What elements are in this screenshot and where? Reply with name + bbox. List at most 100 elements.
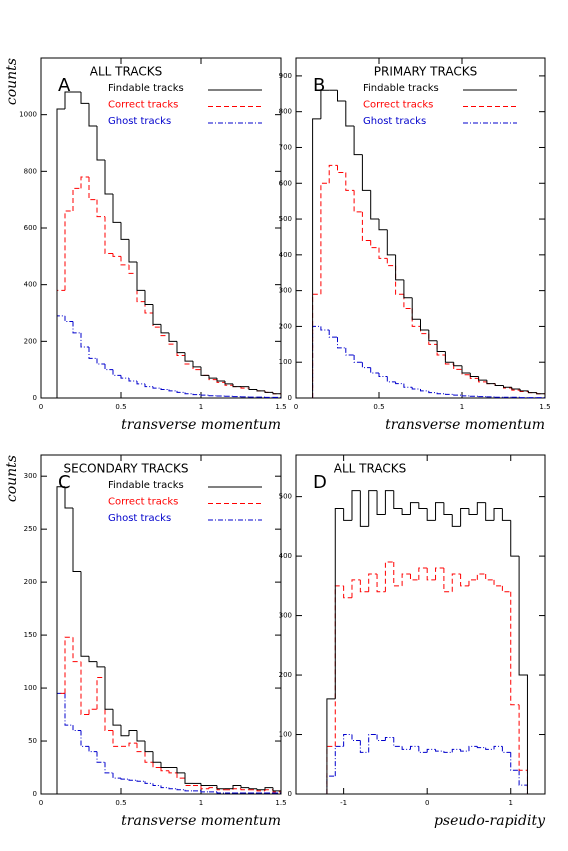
histogram-bin xyxy=(428,390,438,394)
histogram-bin xyxy=(436,392,446,395)
histogram-bin xyxy=(96,676,105,710)
panel-letter: B xyxy=(313,75,325,96)
histogram-bin xyxy=(451,748,461,753)
histogram-bin xyxy=(326,745,336,794)
histogram-bin xyxy=(272,787,282,794)
y-tick-label: 300 xyxy=(279,612,292,620)
histogram-bin xyxy=(64,315,73,322)
histogram-bin xyxy=(468,745,478,752)
histogram-bin xyxy=(56,108,65,398)
histogram-bin xyxy=(208,787,217,789)
x-axis-label: transverse momentum xyxy=(121,813,281,829)
histogram-bin xyxy=(386,258,396,267)
y-tick-label: 1000 xyxy=(19,111,37,119)
histogram-bin xyxy=(353,126,363,156)
x-tick-label: 0.5 xyxy=(115,799,126,807)
histogram-bin xyxy=(510,752,520,771)
histogram-bin xyxy=(393,562,403,587)
histogram-bin xyxy=(104,160,113,195)
histogram-bin xyxy=(461,369,471,376)
histogram-bin xyxy=(501,746,511,753)
histogram-bin xyxy=(334,745,344,777)
histogram-bin xyxy=(478,376,487,381)
histogram-bin xyxy=(343,585,352,599)
histogram-bin xyxy=(176,772,185,779)
histogram-bin xyxy=(337,337,346,349)
histogram-bin xyxy=(503,385,512,388)
histogram-bin xyxy=(476,573,486,580)
histogram-bin xyxy=(359,740,369,753)
histogram-bin xyxy=(418,502,428,510)
histogram-bin xyxy=(272,392,282,398)
histogram-bin xyxy=(444,351,454,363)
histogram-bin xyxy=(378,372,388,378)
histogram-bin xyxy=(443,502,453,515)
y-tick-label: 500 xyxy=(279,493,292,501)
panel-letter: D xyxy=(313,472,327,493)
x-tick-label: 0.5 xyxy=(115,403,126,411)
histogram-bin xyxy=(200,785,209,790)
histogram-bin xyxy=(144,383,153,388)
histogram-bin xyxy=(80,571,89,657)
histogram-bin xyxy=(112,253,121,257)
histogram-bin xyxy=(312,325,321,398)
histogram-bin xyxy=(88,347,97,359)
legend-label: Findable tracks xyxy=(363,83,439,94)
x-axis-label: pseudo-rapidity xyxy=(434,813,546,829)
histogram-bin xyxy=(200,790,209,793)
histogram-bin xyxy=(136,262,145,291)
histogram-bin xyxy=(460,573,469,587)
histogram-bin xyxy=(96,199,105,218)
histogram-bin xyxy=(312,118,321,398)
histogram-bin xyxy=(518,704,528,794)
histogram-bin xyxy=(64,636,73,694)
histogram-bin xyxy=(518,770,528,794)
histogram-bin xyxy=(359,490,369,527)
histogram-bin xyxy=(104,677,113,731)
histogram-bin xyxy=(384,561,394,592)
histogram-bin xyxy=(426,508,436,521)
histogram-bin xyxy=(56,315,65,398)
histogram-bin xyxy=(104,762,113,774)
histogram-bin xyxy=(435,567,444,580)
histogram-bin xyxy=(453,362,462,367)
histogram-bin xyxy=(96,661,105,668)
histogram-bin xyxy=(320,182,330,295)
histogram-bin xyxy=(393,490,403,510)
histogram-bin xyxy=(409,573,419,581)
histogram-bin xyxy=(395,381,404,385)
histogram-bin xyxy=(345,347,355,356)
histogram-bin xyxy=(64,486,73,509)
histogram-bin xyxy=(401,573,411,586)
histogram-bin xyxy=(232,788,241,790)
histogram-bin xyxy=(443,568,453,593)
histogram-bin xyxy=(152,313,161,328)
histogram-bin xyxy=(420,319,429,331)
histogram-bin xyxy=(160,388,169,390)
histogram-bin xyxy=(527,390,537,394)
legend-label: Findable tracks xyxy=(108,480,184,491)
histogram-bin xyxy=(264,390,273,393)
histogram-bin xyxy=(144,781,153,784)
histogram-bin xyxy=(64,210,73,291)
histogram-bin xyxy=(435,502,444,521)
histogram-bin xyxy=(376,573,386,593)
histogram-bin xyxy=(112,730,121,747)
histogram-bin xyxy=(176,788,185,791)
histogram-bin xyxy=(144,290,153,305)
x-tick-label: 0 xyxy=(294,403,298,411)
histogram-bin xyxy=(64,693,73,726)
histogram-bin xyxy=(176,767,185,774)
histogram-bin xyxy=(370,240,379,249)
histogram-bin xyxy=(168,332,177,342)
histogram-bin xyxy=(80,332,89,348)
panel-letter: C xyxy=(58,472,71,493)
histogram-bin xyxy=(453,394,462,396)
histogram-bin xyxy=(80,92,89,104)
histogram-bin xyxy=(418,567,428,580)
histogram-bin xyxy=(168,389,177,392)
y-tick-label: 400 xyxy=(279,251,292,259)
histogram-bin xyxy=(80,730,89,747)
histogram-bin xyxy=(361,362,371,369)
